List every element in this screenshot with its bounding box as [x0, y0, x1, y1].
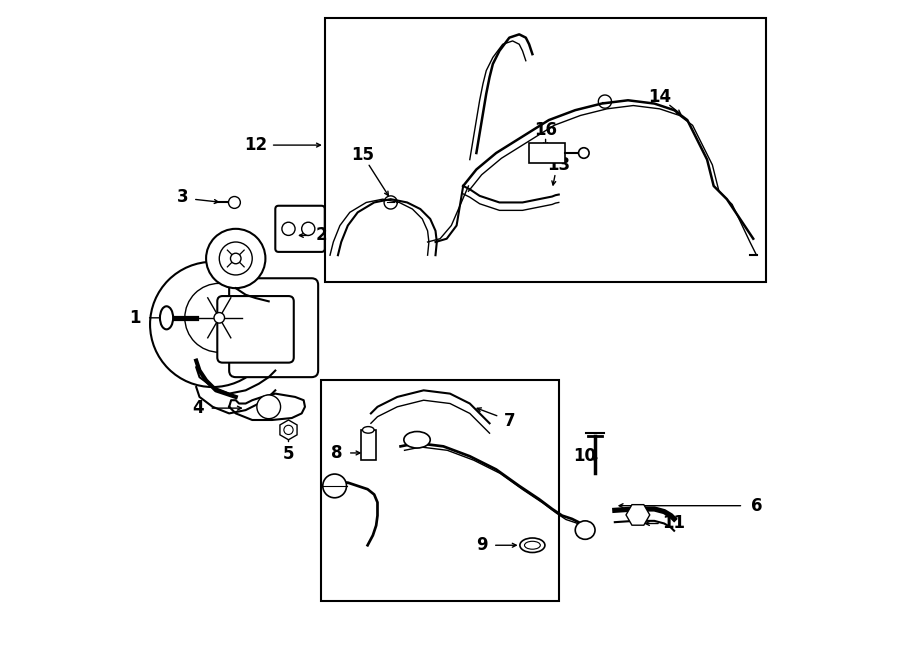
FancyBboxPatch shape — [230, 278, 319, 377]
Circle shape — [323, 474, 346, 498]
Text: 2: 2 — [316, 226, 328, 244]
Circle shape — [579, 148, 590, 158]
Circle shape — [206, 229, 266, 288]
Circle shape — [256, 395, 281, 418]
FancyBboxPatch shape — [275, 206, 325, 252]
Text: 7: 7 — [503, 412, 515, 430]
Text: 9: 9 — [476, 536, 488, 554]
Ellipse shape — [363, 426, 374, 433]
Bar — [325, 18, 767, 281]
Circle shape — [284, 425, 293, 434]
Bar — [321, 381, 559, 601]
Text: 12: 12 — [244, 136, 267, 154]
Circle shape — [302, 222, 315, 236]
Text: 16: 16 — [534, 121, 557, 139]
Text: 5: 5 — [283, 446, 294, 463]
Text: 10: 10 — [573, 448, 597, 465]
Text: 15: 15 — [352, 146, 374, 164]
Circle shape — [220, 242, 252, 275]
Ellipse shape — [160, 307, 173, 330]
Circle shape — [230, 253, 241, 263]
Circle shape — [229, 197, 240, 209]
Text: 6: 6 — [751, 496, 762, 514]
FancyBboxPatch shape — [217, 296, 293, 363]
Bar — [529, 143, 565, 163]
Bar — [361, 430, 375, 459]
Circle shape — [282, 222, 295, 236]
Ellipse shape — [404, 432, 430, 448]
Ellipse shape — [575, 521, 595, 540]
Circle shape — [150, 261, 275, 387]
Ellipse shape — [525, 542, 540, 549]
Circle shape — [214, 312, 224, 323]
Text: 14: 14 — [648, 88, 671, 106]
Circle shape — [184, 283, 254, 352]
Text: 11: 11 — [662, 514, 686, 532]
Text: 8: 8 — [331, 444, 342, 462]
Text: 1: 1 — [129, 308, 140, 327]
Text: 4: 4 — [193, 399, 204, 417]
Text: 3: 3 — [177, 188, 189, 206]
Text: 13: 13 — [547, 156, 571, 174]
Ellipse shape — [520, 538, 544, 553]
